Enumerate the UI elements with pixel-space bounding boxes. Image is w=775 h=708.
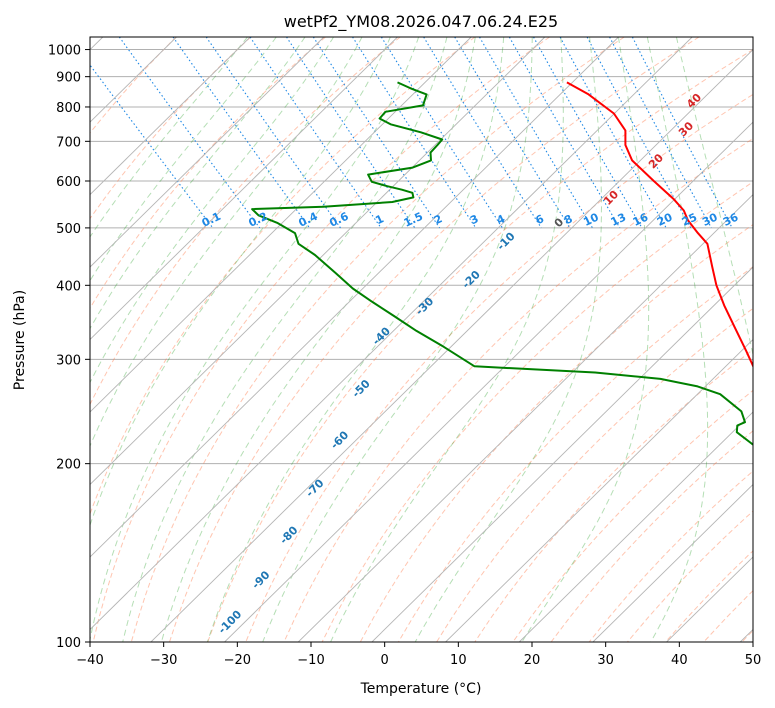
y-tick-label-100: 100 [56,636,81,651]
moist-adiabat-24 [330,37,564,642]
dry-adiabat-70 [283,137,753,642]
mixing-ratio-line-4 [249,37,382,229]
mixing-ratio-line-8 [380,37,503,229]
dry-adiabat--30 [90,37,177,134]
mixing-ratio-line-0 [90,64,214,229]
grid [90,49,753,642]
x-tick-label-20: 20 [524,653,541,668]
y-axis-label: Pressure (hPa) [12,290,28,390]
x-tick-label--40: −40 [76,653,103,668]
y-tick-label-200: 200 [56,458,81,473]
dry-adiabat-60 [245,93,753,642]
mixing-ratio-line-5 [286,37,416,229]
moist-adiabat-4 [90,37,420,642]
mixing-ratio-label-17: 36 [721,210,741,228]
mixing-ratio-line-15 [586,37,692,229]
isotherm--30 [150,48,753,642]
isotherm-0 [371,266,753,642]
y-tick-label-1000: 1000 [48,44,81,59]
y-tick-label-600: 600 [56,175,81,190]
isotherm--60 [90,37,546,486]
x-tick-label--20: −20 [224,653,251,668]
moist-adiabat-40 [675,37,753,358]
temperature-line [566,81,753,369]
moist-adiabat-12 [160,37,476,642]
isotherm-20 [518,411,753,642]
y-tick-label-400: 400 [56,279,81,294]
x-tick-label-30: 30 [597,653,614,668]
mixing-ratio-line-14 [559,37,667,229]
x-axis-ticks: −40 −30 −20 −10 0 10 20 30 40 50 [76,642,761,668]
isotherm--70 [90,37,472,413]
mixing-ratio-label-13: 16 [631,210,651,228]
x-tick-label-0: 0 [381,653,389,668]
dry-adiabat-50 [207,49,753,642]
chart-title: wetPf2_YM08.2026.047.06.24.E25 [284,12,558,32]
moist-adiabat-36 [646,37,709,642]
mixing-ratio-line-3 [205,37,341,229]
dry-adiabat--10 [90,37,326,310]
isotherm-10 [445,338,753,642]
mixing-ratio-line-16 [609,37,712,229]
mixing-ratio-line-9 [423,37,542,229]
x-tick-label--10: −10 [297,653,324,668]
mixing-ratio-label-15: 25 [680,211,699,229]
dry-adiabat-0 [90,37,401,406]
dry-adiabat-30 [130,37,625,642]
moist-adiabat-28 [414,37,602,642]
dry-adiabat-20 [92,37,550,642]
x-axis-label: Temperature (°C) [360,681,482,697]
isotherm-30 [592,483,753,642]
mixing-ratio-line-13 [533,37,643,229]
mixing-ratio-label-11: 10 [581,210,601,228]
y-tick-label-500: 500 [56,222,81,237]
mixing-ratio-label-16: 30 [700,210,720,228]
dry-adiabat-110 [436,307,753,642]
moist-adiabat--12 [90,37,306,330]
mixing-ratio-line-10 [454,37,571,229]
moist-adiabat--16 [90,37,277,282]
plot-frame [89,36,754,643]
moist-adiabat-32 [521,37,650,642]
isotherm--100 [90,37,251,196]
dry-adiabat-40 [169,37,700,642]
mixing-ratio-lines [90,37,733,229]
mixing-ratio-line-1 [118,37,261,229]
isotherm--10 [297,193,753,642]
mixing-ratio-line-7 [352,37,477,229]
y-axis-ticks: 100 200 300 400 500 600 700 800 900 1000 [48,44,90,651]
x-tick-label-50: 50 [745,653,762,668]
x-tick-label-10: 10 [450,653,467,668]
dry-adiabat-90 [359,224,753,642]
moist-adiabat-0 [90,37,391,527]
moist-adiabat--20 [90,37,248,238]
moist-adiabat-16 [206,37,505,642]
profile-series [251,81,753,446]
moist-adiabat-8 [122,37,448,642]
moist-adiabats [90,37,753,642]
x-tick-label--30: −30 [150,653,177,668]
dewpoint-line [251,81,753,446]
isotherm--20 [224,121,753,642]
mixing-ratio-line-2 [172,37,311,229]
isotherm--90 [90,37,325,268]
moist-adiabat-20 [262,37,533,642]
dry-adiabat-10 [90,37,476,516]
x-tick-label-40: 40 [671,653,688,668]
mixing-ratio-line-6 [312,37,441,229]
y-tick-label-700: 700 [56,135,81,150]
mixing-ratio-label-14: 20 [655,210,675,228]
isotherm--50 [90,37,619,558]
moist-adiabat--8 [90,37,335,384]
dry-adiabats [90,37,753,642]
isotherm--40 [90,37,693,631]
mixing-ratio-label-12: 13 [609,211,628,229]
y-tick-label-900: 900 [56,71,81,86]
y-tick-label-800: 800 [56,101,81,116]
y-tick-label-300: 300 [56,353,81,368]
